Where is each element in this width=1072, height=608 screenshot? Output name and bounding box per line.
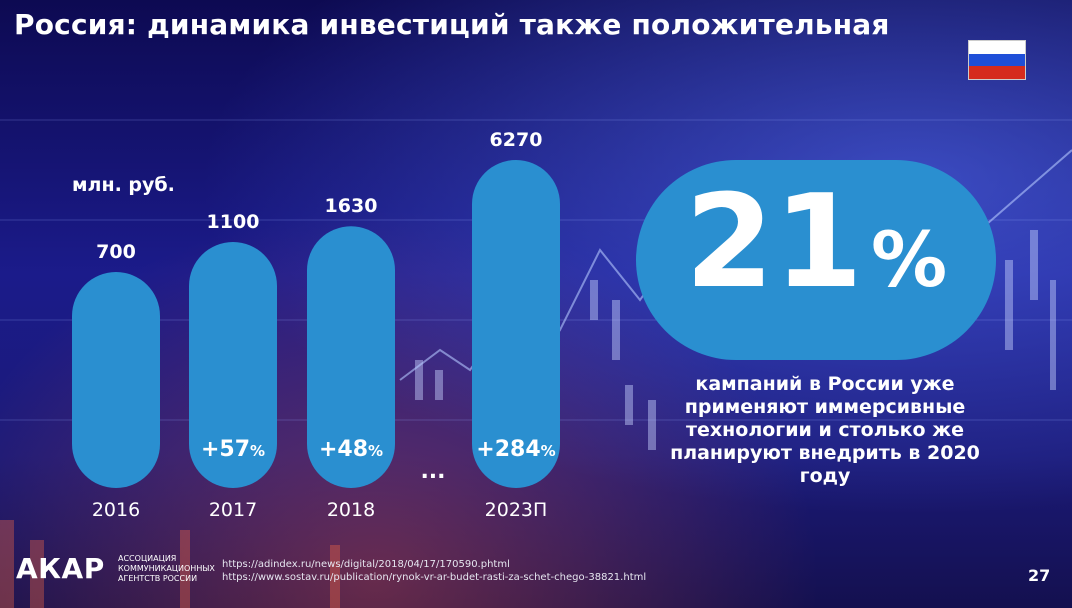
bar-value-label: 6270 [490, 129, 543, 151]
gap-marker: ... [420, 459, 445, 484]
russia-flag-icon [968, 40, 1026, 80]
bar-value-label: 1630 [325, 195, 378, 217]
highlight-percent-sign: % [870, 215, 948, 304]
growth-label: +284% [476, 437, 555, 462]
chart-bar [307, 226, 395, 488]
bar-value-label: 700 [96, 241, 136, 263]
unit-label: млн. руб. [72, 174, 175, 196]
bar-value-label: 1100 [207, 211, 260, 233]
growth-label: +57% [201, 437, 265, 462]
category-label: 2017 [209, 499, 257, 521]
highlight-bubble: 21% [636, 160, 996, 360]
source-link[interactable]: https://www.sostav.ru/publication/rynok-… [222, 572, 647, 583]
highlight-number: 21 [684, 168, 863, 317]
organization-name-line: АССОЦИАЦИЯ [118, 554, 177, 563]
source-link[interactable]: https://adindex.ru/news/digital/2018/04/… [222, 559, 510, 570]
growth-label: +48% [319, 437, 383, 462]
category-label: 2018 [327, 499, 375, 521]
akar-logo: АКАР [16, 552, 105, 585]
chart-bar [72, 272, 160, 488]
organization-name: АССОЦИАЦИЯ КОММУНИКАЦИОННЫХ АГЕНТСТВ РОС… [118, 554, 215, 584]
organization-name-line: АГЕНТСТВ РОССИИ [118, 574, 198, 583]
chart-bar [472, 160, 560, 488]
category-label: 2023П [485, 499, 548, 521]
organization-name-line: КОММУНИКАЦИОННЫХ [118, 564, 215, 573]
slide-title: Россия: динамика инвестиций также положи… [14, 8, 890, 41]
page-number: 27 [1028, 566, 1051, 585]
sources-list: https://adindex.ru/news/digital/2018/04/… [222, 558, 646, 584]
category-label: 2016 [92, 499, 140, 521]
highlight-caption: кампаний в России уже применяют иммерсив… [670, 373, 980, 487]
chart-bar [189, 241, 277, 488]
highlight-value: 21% [636, 168, 996, 317]
